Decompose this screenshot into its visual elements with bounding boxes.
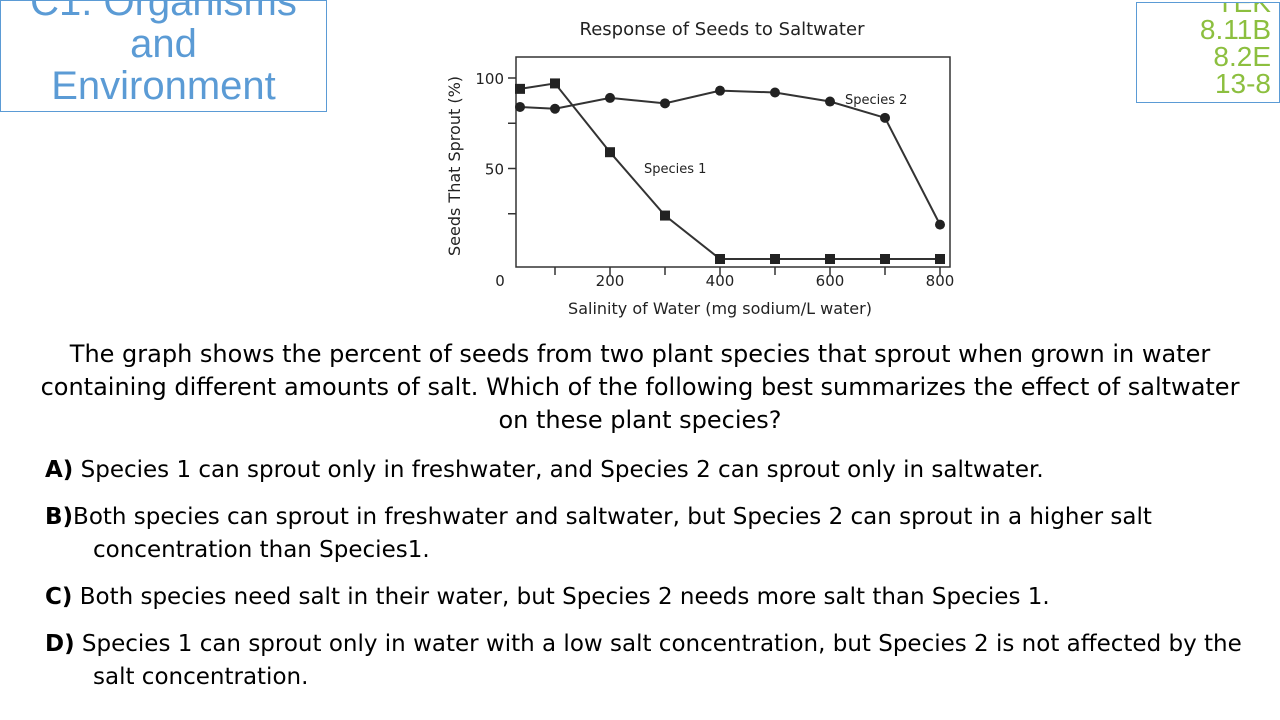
y-tick-label-0: 50: [485, 161, 504, 179]
series-1-point-1: [550, 78, 560, 89]
series-1-point-3: [660, 210, 670, 221]
answer-text-d: Species 1 can sprout only in water with …: [74, 631, 1242, 690]
answer-letter-d: D): [45, 631, 75, 657]
series-1-point-5: [770, 254, 780, 264]
y-axis-label: Seeds That Sprout (%): [445, 76, 464, 256]
series-1-point-6: [825, 254, 835, 264]
question-prompt: The graph shows the percent of seeds fro…: [40, 340, 1240, 434]
series-2-point-5: [770, 87, 780, 98]
x-tick-label-3: 600: [816, 272, 845, 290]
series-2-point-6: [825, 96, 835, 107]
answer-letter-b: B): [45, 504, 74, 530]
series-1-line: [519, 82, 940, 260]
series-1-label: Species 1: [644, 162, 706, 177]
tek-line-2: 8.11B: [1199, 14, 1271, 45]
answer-text-b: Both species can sprout in freshwater an…: [73, 504, 1152, 563]
plot-frame: [515, 56, 951, 268]
unit-title-line-2: and: [130, 22, 197, 66]
unit-title-line-3: Environment: [51, 64, 276, 108]
y-tick-label-1: 100: [475, 70, 504, 88]
series-2-point-3: [660, 98, 670, 109]
seed-response-chart: Response of Seeds to Saltwater Seeds Tha…: [445, 19, 955, 318]
x-tick-label-0: 0: [495, 272, 505, 290]
chart-title: Response of Seeds to Saltwater: [580, 19, 866, 40]
unit-title-line-1: C1. Organisms: [30, 0, 297, 24]
answer-text-a: Species 1 can sprout only in freshwater,…: [73, 457, 1044, 483]
tek-line-3: 8.2E: [1213, 41, 1271, 72]
x-tick-label-4: 800: [926, 272, 955, 290]
series-2-point-4: [715, 85, 725, 96]
plot-area: 50 100 0 200 400 600 800 Species 1 Species 2: [475, 56, 955, 290]
tek-line-1: TEK: [1216, 2, 1271, 18]
series-2-point-8: [935, 219, 945, 230]
tek-standards: TEK 8.11B 8.2E 13-8: [1199, 2, 1271, 99]
answer-text-c: Both species need salt in their water, b…: [72, 584, 1050, 610]
series-2-point-2: [605, 92, 615, 103]
answer-letter-c: C): [45, 584, 73, 610]
series-2-point-0: [515, 101, 525, 112]
x-axis-label: Salinity of Water (mg sodium/L water): [568, 299, 872, 318]
x-tick-label-2: 400: [706, 272, 735, 290]
series-2-point-7: [880, 112, 890, 123]
tek-box: TEK 8.11B 8.2E 13-8: [1136, 2, 1280, 103]
series-1-point-0: [515, 83, 525, 94]
series-1-point-2: [605, 147, 615, 158]
series-2-line: [519, 89, 941, 226]
unit-title-box: C1. Organisms and Environment: [0, 0, 327, 112]
tek-line-4: 13-8: [1214, 68, 1271, 99]
unit-title: C1. Organisms and Environment: [1, 0, 326, 108]
series-1-point-8: [935, 254, 945, 264]
answer-option-b[interactable]: B)Both species can sprout in freshwater …: [45, 501, 1245, 567]
answer-option-d[interactable]: D) Species 1 can sprout only in water wi…: [45, 628, 1245, 694]
series-1-point-4: [715, 254, 725, 264]
series-2-point-1: [550, 103, 560, 114]
series-1-point-7: [880, 254, 890, 264]
answer-option-c[interactable]: C) Both species need salt in their water…: [45, 581, 1245, 614]
x-tick-label-1: 200: [596, 272, 625, 290]
series-2-label: Species 2: [845, 93, 907, 108]
answer-option-a[interactable]: A) Species 1 can sprout only in freshwat…: [45, 454, 1245, 487]
answer-options: A) Species 1 can sprout only in freshwat…: [45, 454, 1245, 708]
answer-letter-a: A): [45, 457, 74, 483]
